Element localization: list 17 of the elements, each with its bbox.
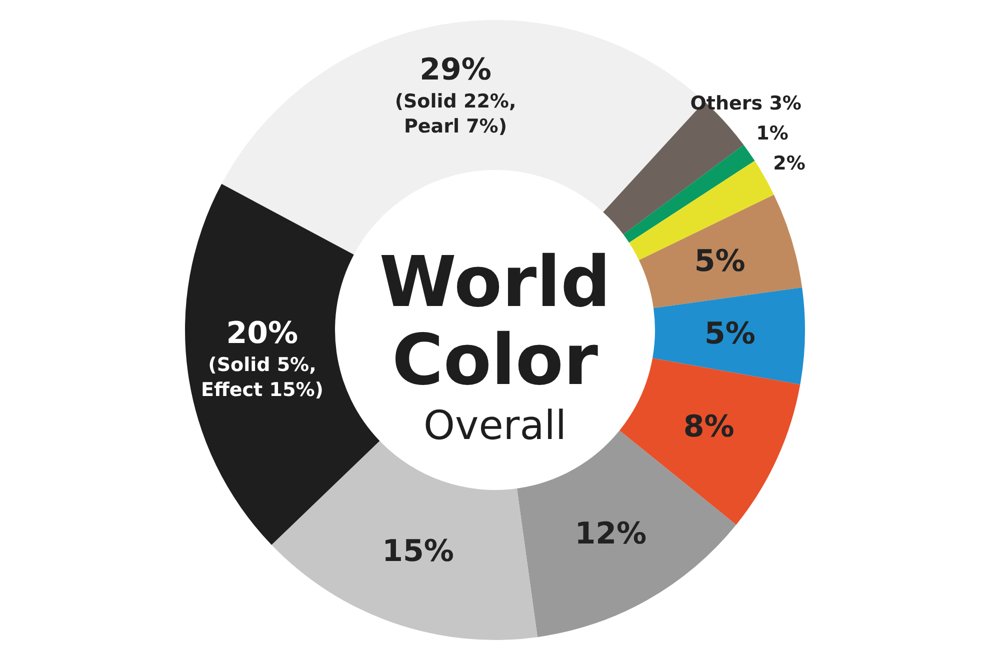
- data-label: 5%: [694, 244, 746, 279]
- donut-slice: [185, 184, 380, 545]
- donut-slice: [272, 440, 538, 640]
- slice-label: Others 3%: [690, 92, 802, 114]
- data-label: 8%: [683, 410, 734, 445]
- text: World Color: [379, 241, 611, 401]
- donut-slice: [652, 288, 805, 384]
- text: Overall: [424, 403, 566, 449]
- data-label: 15%: [382, 534, 454, 570]
- donut-slice: [638, 194, 802, 308]
- donut-slice: [623, 144, 755, 243]
- text: 29% (Solid 22%, Pearl 7%): [394, 52, 516, 138]
- text: 20% (Solid 5%, Effect 15%): [201, 316, 324, 402]
- data-label: 2%: [773, 152, 806, 175]
- data-label: 5%: [704, 316, 756, 352]
- data-label: 1%: [756, 122, 788, 145]
- data-label: 12%: [574, 516, 647, 552]
